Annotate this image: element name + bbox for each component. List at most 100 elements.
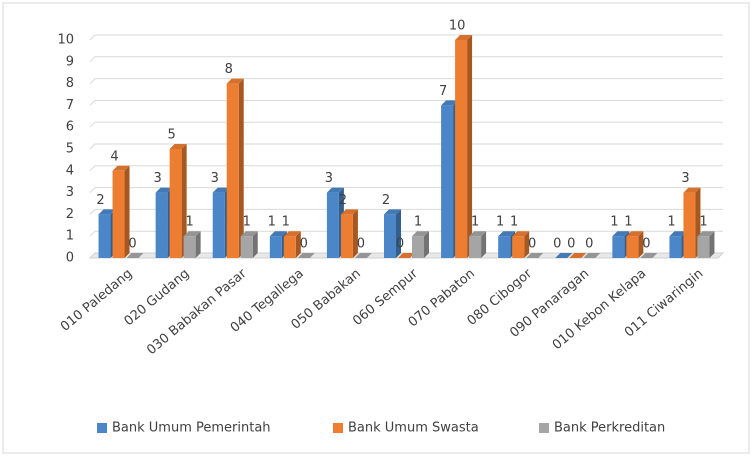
bar-side: [238, 78, 244, 258]
bar: [441, 105, 454, 259]
bar: [283, 236, 296, 258]
data-label: 2: [382, 193, 390, 208]
grid-line: [89, 187, 723, 193]
bar-top: [398, 253, 415, 258]
bar: [155, 192, 168, 258]
y-tick-label: 3: [66, 185, 74, 200]
bar: [683, 192, 696, 258]
bar-top: [441, 100, 459, 106]
y-tick-label: 6: [66, 120, 74, 135]
bar-top: [126, 253, 144, 258]
data-label: 2: [96, 193, 104, 208]
bar: [469, 236, 482, 258]
data-label: 1: [667, 215, 675, 230]
bar-top: [498, 231, 516, 237]
bar: [183, 236, 196, 258]
bar-top: [226, 78, 244, 84]
y-tick-label: 7: [66, 98, 74, 113]
data-label: 0: [528, 237, 536, 252]
bar-top: [269, 231, 287, 237]
bar-top: [155, 187, 173, 193]
y-tick-label: 4: [66, 163, 74, 178]
y-tick-label: 10: [57, 33, 74, 48]
bar-side: [195, 231, 201, 258]
bar-top: [626, 231, 644, 237]
data-label: 1: [268, 215, 276, 230]
bar: [612, 236, 625, 258]
bar: [212, 192, 225, 258]
bar-top: [555, 253, 573, 258]
data-label: 2: [339, 193, 347, 208]
bar-side: [352, 209, 358, 258]
data-label: 0: [128, 237, 136, 252]
data-label: 1: [471, 215, 479, 230]
data-label: 1: [510, 215, 518, 230]
grid-line: [89, 121, 723, 128]
bar-side: [424, 231, 429, 258]
grid-line: [89, 208, 723, 215]
bar: [340, 214, 353, 258]
bar-top: [212, 187, 230, 193]
data-label: 3: [153, 171, 161, 186]
bar-side: [638, 231, 644, 258]
bar-top: [384, 209, 401, 215]
bar-top: [326, 187, 344, 193]
data-label: 3: [325, 171, 333, 186]
data-label: 7: [439, 84, 447, 99]
data-label: 1: [282, 215, 290, 230]
bar-top: [669, 231, 687, 237]
bar: [169, 149, 182, 258]
bar-side: [396, 209, 401, 258]
grid-line: [89, 99, 723, 106]
bar-top: [526, 253, 544, 258]
bar: [98, 214, 111, 258]
data-label: 10: [449, 19, 466, 34]
legend-swatch: [97, 423, 107, 433]
bar-top: [98, 209, 116, 215]
bar-top: [412, 231, 429, 237]
data-label: 5: [167, 128, 175, 143]
data-label: 0: [300, 237, 308, 252]
bar: [512, 236, 525, 258]
data-label: 0: [567, 237, 575, 252]
bar-top: [469, 231, 487, 237]
bar-top: [283, 231, 301, 237]
bar-top: [683, 187, 701, 193]
bar-side: [181, 144, 187, 258]
data-label: 8: [225, 62, 233, 77]
bar-top: [183, 231, 201, 237]
data-label: 1: [610, 215, 618, 230]
bar-top: [112, 165, 130, 171]
bar-top: [240, 231, 258, 237]
data-label: 1: [496, 215, 504, 230]
bar-top: [697, 231, 715, 237]
y-tick-label: 2: [66, 207, 74, 222]
legend-label: Bank Umum Swasta: [348, 421, 479, 436]
grid-line: [89, 143, 723, 150]
data-label: 0: [396, 237, 404, 252]
bar-top: [297, 253, 315, 258]
data-label: 1: [414, 215, 422, 230]
y-tick-label: 9: [66, 54, 74, 69]
bar: [226, 83, 239, 258]
bar: [240, 236, 253, 258]
bar: [697, 236, 710, 258]
bar-top: [354, 253, 372, 258]
y-tick-label: 1: [66, 229, 74, 244]
bar: [455, 40, 468, 258]
bar: [326, 192, 339, 258]
data-label: 0: [585, 237, 593, 252]
grid-line: [89, 34, 723, 41]
data-label: 1: [624, 215, 632, 230]
bar-top: [455, 35, 473, 40]
bar: [626, 236, 639, 258]
data-label: 0: [357, 237, 365, 252]
y-tick-label: 5: [66, 142, 74, 157]
data-label: 1: [243, 215, 251, 230]
bar-side: [124, 165, 130, 258]
data-label: 0: [642, 237, 650, 252]
grid-line: [89, 78, 723, 84]
legend-swatch: [333, 423, 343, 433]
data-label: 0: [553, 237, 561, 252]
